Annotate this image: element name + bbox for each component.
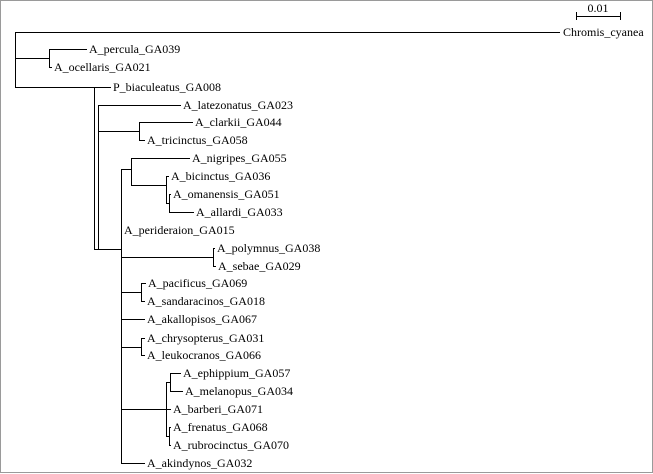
scale-bar: 0.01 <box>576 1 621 20</box>
tip-label: A_ephippium_GA057 <box>183 366 290 380</box>
tree-branches <box>15 32 560 464</box>
tip-label: A_chrysopterus_GA031 <box>147 331 264 345</box>
scale-bar-label: 0.01 <box>588 1 609 15</box>
tip-label: A_latezonatus_GA023 <box>183 98 293 112</box>
tip-label: A_rubrocinctus_GA070 <box>173 438 289 452</box>
tip-label: A_tricinctus_GA058 <box>147 133 248 147</box>
tip-labels: Chromis_cyanea A_percula_GA039 A_ocellar… <box>54 25 644 470</box>
tip-label: A_ocellaris_GA021 <box>54 60 151 74</box>
tip-label: A_pacificus_GA069 <box>148 276 247 290</box>
tip-label: A_perideraion_GA015 <box>124 223 235 237</box>
tip-label: A_leukocranos_GA066 <box>147 348 261 362</box>
tip-label: A_barberi_GA071 <box>173 402 263 416</box>
tip-label: A_melanopus_GA034 <box>185 384 293 398</box>
tip-label: Chromis_cyanea <box>563 25 644 39</box>
tip-label: A_polymnus_GA038 <box>217 241 320 255</box>
tip-label: A_akindynos_GA032 <box>147 456 252 470</box>
tip-label: A_sandaracinos_GA018 <box>147 294 265 308</box>
tip-label: A_nigripes_GA055 <box>192 151 287 165</box>
tip-label: A_clarkii_GA044 <box>195 115 282 129</box>
tip-label: A_bicinctus_GA036 <box>171 169 270 183</box>
tip-label: A_allardi_GA033 <box>196 205 283 219</box>
tip-label: P_biaculeatus_GA008 <box>113 80 221 94</box>
tip-label: A_percula_GA039 <box>89 42 180 56</box>
tip-label: A_frenatus_GA068 <box>173 420 268 434</box>
tip-label: A_akallopisos_GA067 <box>147 312 257 326</box>
tip-label: A_sebae_GA029 <box>218 259 301 273</box>
tip-label: A_omanensis_GA051 <box>173 187 280 201</box>
